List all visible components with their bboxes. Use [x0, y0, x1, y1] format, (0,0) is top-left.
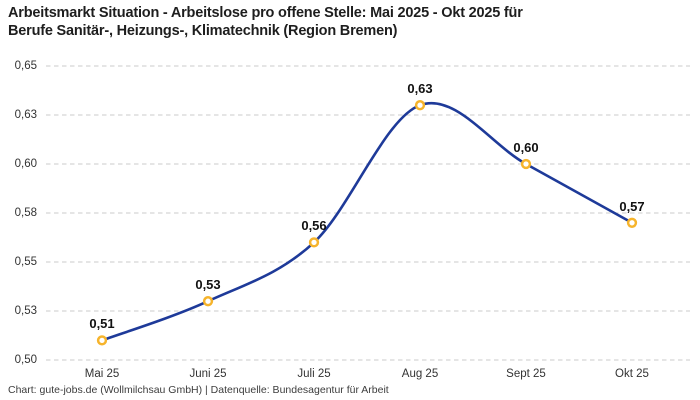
- data-point-marker: [520, 158, 532, 170]
- data-line: [100, 101, 634, 342]
- data-point-marker: [308, 237, 320, 248]
- chart-source: Chart: gute-jobs.de (Wollmilchsau GmbH) …: [8, 384, 389, 396]
- data-point-marker: [414, 100, 426, 111]
- chart-title: Arbeitsmarkt Situation - Arbeitslose pro…: [8, 4, 523, 40]
- data-point-marker: [626, 217, 638, 228]
- data-point-marker: [96, 335, 108, 346]
- chart-title-line2: Berufe Sanitär-, Heizungs-, Klimatechnik…: [8, 23, 398, 39]
- chart-title-line1: Arbeitsmarkt Situation - Arbeitslose pro…: [8, 5, 523, 21]
- data-point-marker: [202, 296, 214, 307]
